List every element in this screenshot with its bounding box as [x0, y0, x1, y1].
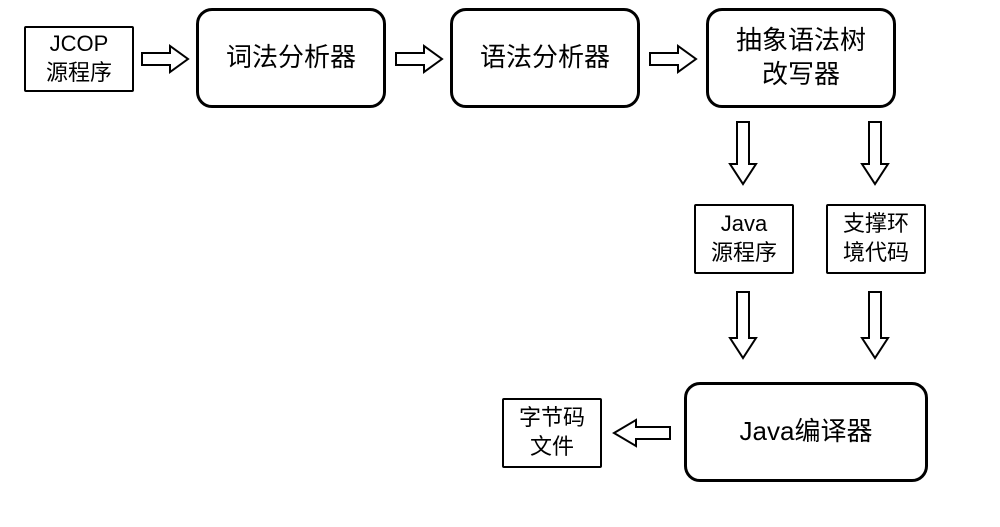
arrow-parser-to-ast [648, 44, 698, 74]
node-env-line2: 境代码 [843, 240, 909, 265]
node-ast-rewriter: 抽象语法树 改写器 [706, 8, 896, 108]
node-env-code: 支撑环 境代码 [826, 204, 926, 274]
node-javasrc-line2: 源程序 [711, 240, 777, 265]
arrow-ast-to-envcode [860, 120, 890, 186]
node-javasrc-line1: Java [721, 211, 767, 236]
node-lexer: 词法分析器 [196, 8, 386, 108]
node-bytecode-line1: 字节码 [519, 405, 585, 430]
node-lexer-label: 词法分析器 [226, 41, 356, 75]
node-java-source: Java 源程序 [694, 204, 794, 274]
node-java-compiler: Java编译器 [684, 382, 928, 482]
node-jcop-source: JCOP 源程序 [24, 26, 134, 92]
node-env-line1: 支撑环 [843, 211, 909, 236]
node-bytecode: 字节码 文件 [502, 398, 602, 468]
arrow-jcop-to-lexer [140, 44, 190, 74]
node-compiler-label: Java编译器 [740, 415, 873, 449]
arrow-ast-to-javasrc [728, 120, 758, 186]
arrow-envcode-to-compiler [860, 290, 890, 360]
arrow-javasrc-to-compiler [728, 290, 758, 360]
arrow-lexer-to-parser [394, 44, 444, 74]
node-parser-label: 语法分析器 [480, 41, 610, 75]
node-parser: 语法分析器 [450, 8, 640, 108]
node-jcop-line2: 源程序 [46, 60, 112, 85]
node-bytecode-line2: 文件 [530, 434, 574, 459]
flowchart-canvas: JCOP 源程序 词法分析器 语法分析器 抽象语法树 改写器 Java 源程序 … [0, 0, 1000, 527]
arrow-compiler-to-bytecode [612, 418, 672, 448]
node-ast-line2: 改写器 [762, 59, 840, 89]
node-jcop-line1: JCOP [50, 31, 109, 56]
node-ast-line1: 抽象语法树 [736, 25, 866, 55]
